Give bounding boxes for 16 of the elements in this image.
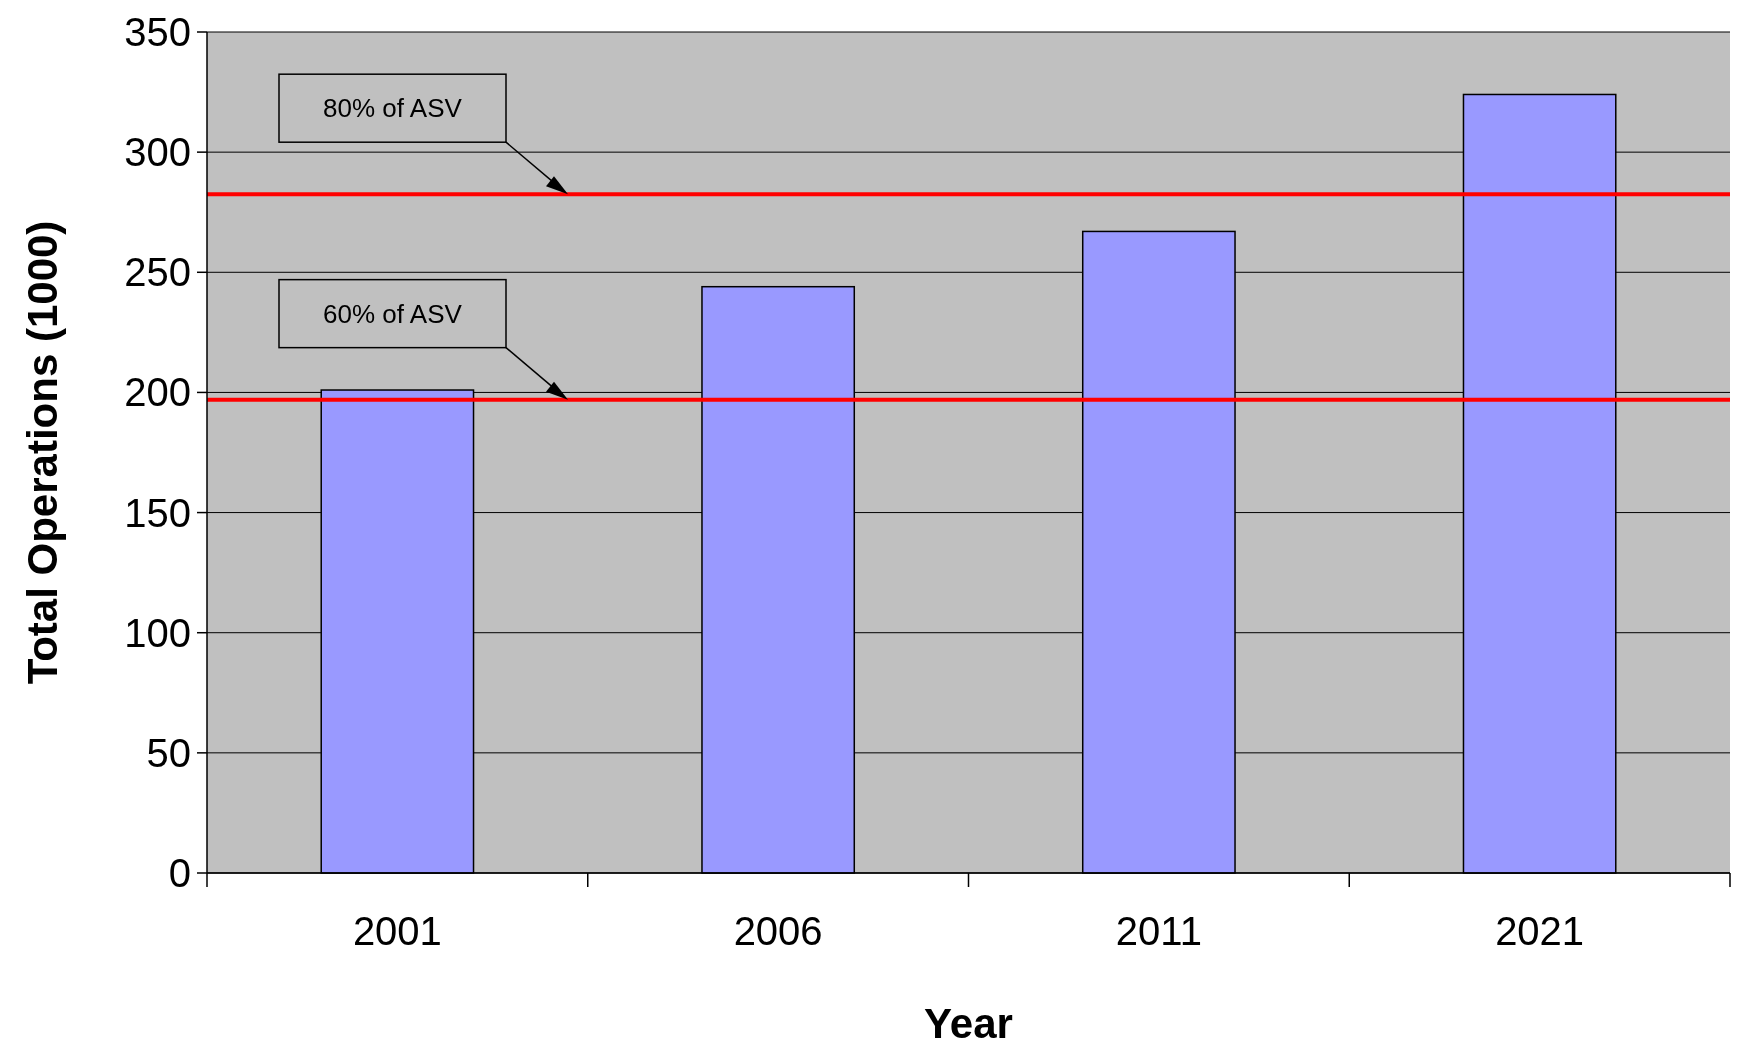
y-axis-title: Total Operations (1000) <box>19 220 66 685</box>
y-tick-label: 350 <box>124 10 191 54</box>
ref-line-label: 60% of ASV <box>323 298 463 329</box>
x-tick-label: 2001 <box>352 909 442 953</box>
x-axis-title: Year <box>924 1000 1013 1047</box>
y-tick-label: 50 <box>146 730 191 775</box>
y-tick-label: 250 <box>124 250 191 295</box>
x-tick-label: 2021 <box>1495 909 1585 953</box>
y-tick-label: 0 <box>168 851 191 895</box>
x-tick-label: 2006 <box>733 909 823 953</box>
y-tick-label: 150 <box>124 490 191 535</box>
ref-line-label: 80% of ASV <box>323 93 463 124</box>
x-tick-label: 2011 <box>1115 909 1202 953</box>
y-tick-label: 300 <box>124 130 191 175</box>
y-tick-label: 200 <box>124 370 191 415</box>
y-tick-label: 100 <box>124 610 191 655</box>
